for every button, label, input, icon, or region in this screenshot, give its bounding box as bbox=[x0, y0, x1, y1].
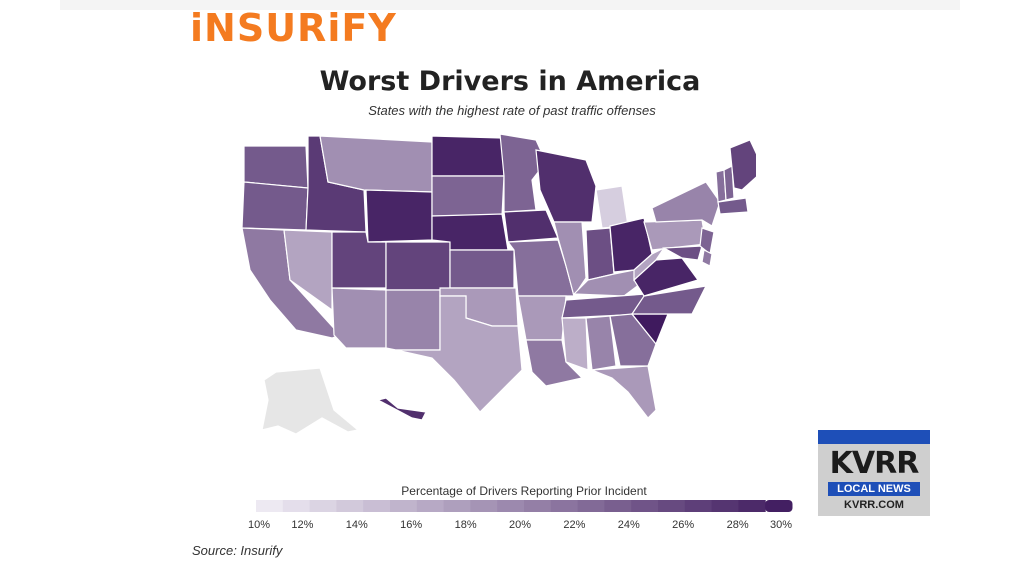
state-la bbox=[525, 339, 584, 387]
state-mn bbox=[499, 133, 547, 213]
legend-swatch bbox=[524, 500, 552, 512]
legend-tick-label: 18% bbox=[455, 519, 477, 531]
color-legend: 10% 12% 14% 16% 18% 20% 22% 24% 26% 28% 30% bbox=[248, 500, 793, 531]
legend-tick-label: 10% bbox=[248, 519, 270, 531]
chart-subtitle: States with the highest rate of past tra… bbox=[368, 103, 656, 118]
legend-swatch bbox=[711, 500, 739, 512]
state-ak bbox=[261, 367, 360, 435]
state-nm bbox=[385, 289, 441, 351]
brand-logo: iNSURiFY bbox=[190, 6, 397, 50]
state-in bbox=[585, 227, 615, 281]
legend-swatch bbox=[443, 500, 471, 512]
legend-swatch bbox=[309, 500, 337, 512]
kvrr-blue-bar bbox=[818, 430, 930, 444]
state-wi bbox=[535, 149, 597, 223]
state-ia bbox=[503, 209, 559, 243]
state-il bbox=[553, 221, 587, 298]
state-nh bbox=[723, 165, 735, 201]
legend-tick-label: 12% bbox=[291, 519, 313, 531]
legend-swatch bbox=[658, 500, 686, 512]
state-ks bbox=[449, 249, 515, 289]
state-wv bbox=[633, 246, 666, 282]
legend-swatch bbox=[497, 500, 525, 512]
us-choropleth-map bbox=[241, 133, 756, 435]
legend-swatch bbox=[577, 500, 605, 512]
legend-tick-label: 24% bbox=[618, 519, 640, 531]
state-hi bbox=[376, 397, 427, 421]
legend-tick-label: 30% bbox=[770, 519, 792, 531]
legend-swatch bbox=[604, 500, 632, 512]
legend-swatch bbox=[390, 500, 418, 512]
state-ar bbox=[517, 295, 567, 341]
state-nc bbox=[630, 285, 708, 315]
legend-swatch bbox=[336, 500, 364, 512]
kvrr-logo: KVRR bbox=[829, 446, 920, 481]
legend-swatch bbox=[765, 500, 793, 512]
state-mi bbox=[595, 185, 629, 229]
legend-swatch bbox=[738, 500, 766, 512]
state-nj bbox=[699, 227, 715, 256]
legend-title: Percentage of Drivers Reporting Prior In… bbox=[401, 484, 647, 498]
state-or bbox=[241, 181, 309, 231]
legend-tick-label: 26% bbox=[672, 519, 694, 531]
legend-swatch bbox=[684, 500, 713, 512]
legend-swatch bbox=[363, 500, 391, 512]
legend-swatch bbox=[282, 500, 311, 512]
state-mt bbox=[319, 135, 433, 193]
legend-tick-label: 14% bbox=[346, 519, 368, 531]
state-ma bbox=[717, 197, 749, 215]
legend-swatch bbox=[416, 500, 445, 512]
kvrr-bug: KVRR LOCAL NEWS KVRR.COM bbox=[818, 430, 930, 516]
state-me bbox=[729, 139, 756, 191]
legend-tick-label: 28% bbox=[727, 519, 749, 531]
state-az bbox=[331, 287, 387, 349]
legend-swatch bbox=[631, 500, 659, 512]
legend-tick-label: 20% bbox=[509, 519, 531, 531]
state-de bbox=[701, 249, 713, 267]
state-ms bbox=[561, 317, 589, 371]
kvrr-url: KVRR.COM bbox=[844, 499, 904, 511]
state-fl bbox=[591, 365, 657, 419]
state-al bbox=[585, 315, 617, 371]
legend-tick-label: 22% bbox=[563, 519, 585, 531]
state-md bbox=[661, 245, 703, 261]
state-co bbox=[385, 241, 451, 291]
source-note: Source: Insurify bbox=[192, 543, 283, 558]
legend-swatch bbox=[256, 500, 284, 512]
state-wa bbox=[243, 145, 309, 189]
legend-tick-label: 16% bbox=[400, 519, 422, 531]
state-nd bbox=[431, 135, 505, 177]
state-ga bbox=[609, 313, 657, 367]
state-sd bbox=[431, 175, 505, 217]
state-tx bbox=[395, 295, 523, 413]
kvrr-box bbox=[818, 444, 930, 516]
state-nv bbox=[283, 229, 333, 312]
kvrr-local-news: LOCAL NEWS bbox=[828, 482, 920, 496]
top-strip bbox=[60, 0, 960, 10]
state-ny bbox=[651, 181, 721, 227]
state-wy bbox=[365, 189, 433, 243]
chart-title: Worst Drivers in America bbox=[0, 66, 1024, 97]
chart-title-text: Worst Drivers in America bbox=[319, 66, 701, 97]
legend-swatch bbox=[550, 500, 579, 512]
state-pa bbox=[643, 219, 707, 251]
legend-swatch bbox=[470, 500, 498, 512]
